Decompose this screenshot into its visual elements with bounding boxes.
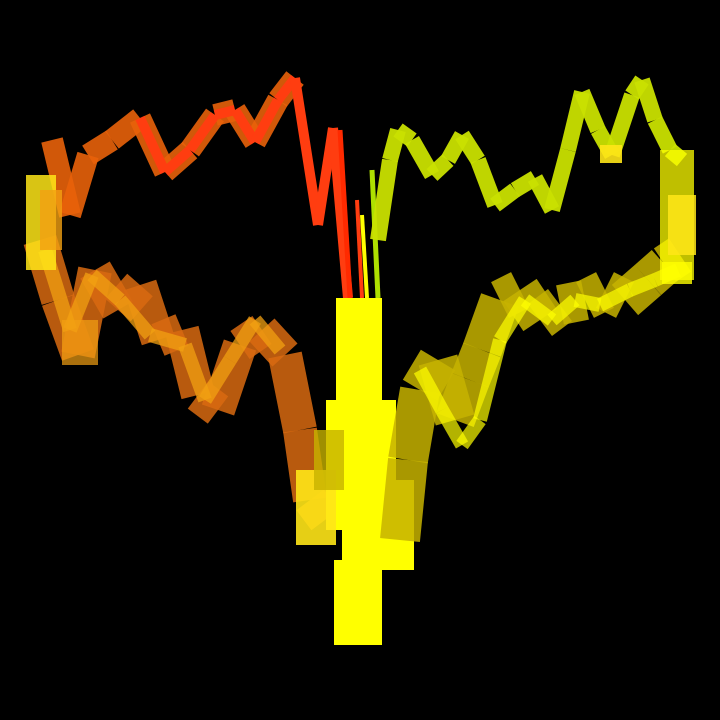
lower-left-ribbon-highlight-segment bbox=[114, 295, 156, 340]
upper-right-ribbon-segment bbox=[647, 116, 678, 154]
lower-right-ribbon-highlight-segment bbox=[473, 338, 507, 422]
right-accent-a bbox=[600, 145, 622, 163]
lower-right-ribbon-highlight-segment bbox=[413, 366, 449, 414]
upper-left-thin-ribbon-segment bbox=[185, 112, 220, 153]
lower-right-ribbon-segment bbox=[380, 458, 428, 542]
lower-right-ribbon-highlight-segment bbox=[456, 415, 486, 450]
ribbon-layer bbox=[23, 71, 696, 645]
lower-right-ribbon-highlight-segment bbox=[627, 273, 658, 297]
lower-left-ribbon-highlight-segment bbox=[199, 356, 236, 404]
upper-right-ribbon-segment bbox=[470, 157, 503, 208]
upper-left-thin-ribbon-segment bbox=[213, 105, 237, 120]
upper-right-ribbon-segment bbox=[510, 171, 540, 197]
left-accent-c bbox=[62, 320, 98, 365]
upper-left-thin-ribbon-segment bbox=[135, 115, 170, 175]
upper-right-ribbon-segment bbox=[426, 154, 454, 181]
upper-left-ribbon-segment bbox=[59, 151, 99, 219]
lower-left-ribbon-highlight-segment bbox=[249, 315, 286, 355]
upper-right-ribbon-segment bbox=[634, 77, 663, 123]
center-spike-orange-segment bbox=[355, 199, 364, 299]
center-spike-red-segment bbox=[337, 129, 353, 299]
center-spike-yellow-segment bbox=[360, 214, 369, 299]
upper-right-ribbon-segment bbox=[490, 183, 520, 212]
lower-right-ribbon-highlight-segment bbox=[547, 294, 580, 326]
lower-right-ribbon-highlight-segment bbox=[573, 293, 602, 312]
lower-left-ribbon-segment bbox=[268, 351, 317, 434]
upper-left-ribbon-segment bbox=[82, 130, 118, 165]
lower-right-ribbon-highlight-segment bbox=[494, 296, 531, 344]
upper-right-ribbon-segment bbox=[455, 130, 485, 165]
center-column-left-wing-b bbox=[314, 430, 344, 490]
right-accent-b bbox=[662, 262, 692, 284]
lower-right-ribbon-highlight-segment bbox=[596, 283, 634, 312]
left-accent-b bbox=[40, 190, 62, 250]
upper-right-ribbon-segment bbox=[604, 92, 640, 158]
upper-right-ribbon-segment bbox=[370, 158, 398, 242]
lower-left-ribbon-highlight-segment bbox=[87, 269, 125, 306]
upper-left-thin-ribbon-segment bbox=[161, 146, 194, 176]
center-column-bottom bbox=[334, 560, 382, 645]
upper-right-ribbon-segment bbox=[574, 88, 606, 134]
lower-right-ribbon-highlight-segment bbox=[520, 294, 557, 326]
center-column-top bbox=[336, 298, 382, 408]
upper-left-thin-ribbon-segment bbox=[230, 107, 260, 145]
lower-left-ribbon-highlight-segment bbox=[178, 342, 212, 403]
right-edge-block-b bbox=[668, 195, 696, 255]
lower-right-ribbon-segment bbox=[388, 386, 440, 464]
upper-left-thin-ribbon-segment bbox=[250, 97, 283, 145]
lower-left-ribbon-highlight-segment bbox=[148, 328, 187, 352]
lower-left-ribbon-highlight-segment bbox=[224, 316, 261, 364]
lower-left-ribbon-highlight-segment bbox=[63, 272, 99, 333]
upper-left-ribbon-segment bbox=[105, 109, 147, 149]
upper-right-ribbon-segment bbox=[544, 147, 576, 213]
upper-left-thin-ribbon-segment bbox=[290, 77, 323, 226]
